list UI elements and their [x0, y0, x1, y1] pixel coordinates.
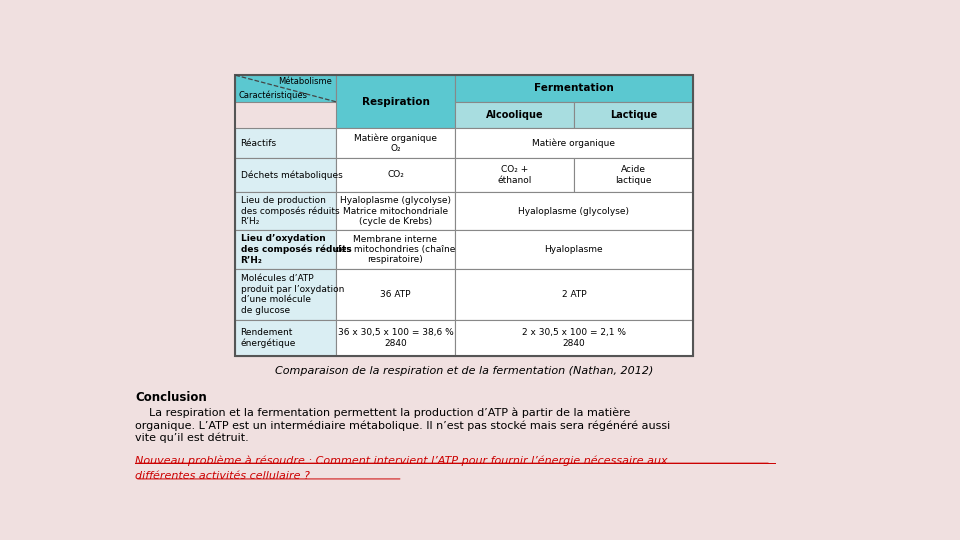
Text: Caractéristiques: Caractéristiques [238, 91, 307, 100]
FancyBboxPatch shape [235, 129, 336, 158]
FancyBboxPatch shape [455, 102, 574, 129]
FancyBboxPatch shape [336, 129, 455, 158]
Text: différentes activités cellulaire ?: différentes activités cellulaire ? [134, 471, 310, 482]
Text: Membrane interne
des mitochondries (chaîne
respiratoire): Membrane interne des mitochondries (chaî… [335, 234, 456, 265]
Text: Déchets métaboliques: Déchets métaboliques [241, 170, 343, 180]
FancyBboxPatch shape [235, 320, 336, 356]
Text: Comparaison de la respiration et de la fermentation (Nathan, 2012): Comparaison de la respiration et de la f… [275, 366, 654, 376]
FancyBboxPatch shape [455, 269, 693, 320]
Text: Fermentation: Fermentation [534, 84, 613, 93]
Text: 36 ATP: 36 ATP [380, 290, 411, 299]
Text: Réactifs: Réactifs [241, 139, 276, 147]
FancyBboxPatch shape [455, 192, 693, 230]
Text: Lactique: Lactique [610, 110, 657, 120]
FancyBboxPatch shape [235, 230, 336, 269]
FancyBboxPatch shape [235, 192, 336, 230]
FancyBboxPatch shape [455, 158, 574, 192]
Text: Lieu de production
des composés réduits
R’H₂: Lieu de production des composés réduits … [241, 196, 339, 226]
Text: Molécules d’ATP
produit par l’oxydation
d’une molécule
de glucose: Molécules d’ATP produit par l’oxydation … [241, 274, 344, 315]
Text: Métabolisme: Métabolisme [278, 77, 332, 86]
Text: 2 ATP: 2 ATP [562, 290, 587, 299]
FancyBboxPatch shape [336, 320, 455, 356]
Text: 2 x 30,5 x 100 = 2,1 %
2840: 2 x 30,5 x 100 = 2,1 % 2840 [522, 328, 626, 348]
Text: Conclusion: Conclusion [134, 391, 206, 404]
Text: Matière organique
O₂: Matière organique O₂ [354, 133, 437, 153]
FancyBboxPatch shape [455, 75, 693, 102]
FancyBboxPatch shape [455, 230, 693, 269]
Text: Hyaloplasme: Hyaloplasme [544, 245, 603, 254]
Text: Hyaloplasme (glycolyse)
Matrice mitochondriale
(cycle de Krebs): Hyaloplasme (glycolyse) Matrice mitochon… [340, 196, 451, 226]
FancyBboxPatch shape [235, 75, 336, 102]
Text: Rendement
énergétique: Rendement énergétique [241, 328, 296, 348]
Text: Matière organique: Matière organique [533, 138, 615, 148]
Text: CO₂: CO₂ [387, 171, 404, 179]
FancyBboxPatch shape [336, 269, 455, 320]
FancyBboxPatch shape [574, 102, 693, 129]
Text: 36 x 30,5 x 100 = 38,6 %
2840: 36 x 30,5 x 100 = 38,6 % 2840 [338, 328, 453, 348]
Text: CO₂ +
éthanol: CO₂ + éthanol [497, 165, 532, 185]
FancyBboxPatch shape [455, 320, 693, 356]
FancyBboxPatch shape [336, 230, 455, 269]
Text: Respiration: Respiration [362, 97, 429, 107]
FancyBboxPatch shape [235, 158, 336, 192]
FancyBboxPatch shape [336, 75, 455, 129]
Text: La respiration et la fermentation permettent la production d’ATP à partir de la : La respiration et la fermentation permet… [134, 408, 670, 443]
Text: Alcoolique: Alcoolique [486, 110, 543, 120]
Text: Nouveau problème à résoudre : Comment intervient l’ATP pour fournir l’énergie né: Nouveau problème à résoudre : Comment in… [134, 456, 667, 466]
FancyBboxPatch shape [235, 269, 336, 320]
FancyBboxPatch shape [574, 158, 693, 192]
FancyBboxPatch shape [336, 192, 455, 230]
Text: Lieu d’oxydation
des composés réduits
R’H₂: Lieu d’oxydation des composés réduits R’… [241, 234, 351, 265]
FancyBboxPatch shape [455, 129, 693, 158]
Text: Acide
lactique: Acide lactique [615, 165, 652, 185]
Text: Hyaloplasme (glycolyse): Hyaloplasme (glycolyse) [518, 207, 630, 215]
FancyBboxPatch shape [336, 158, 455, 192]
